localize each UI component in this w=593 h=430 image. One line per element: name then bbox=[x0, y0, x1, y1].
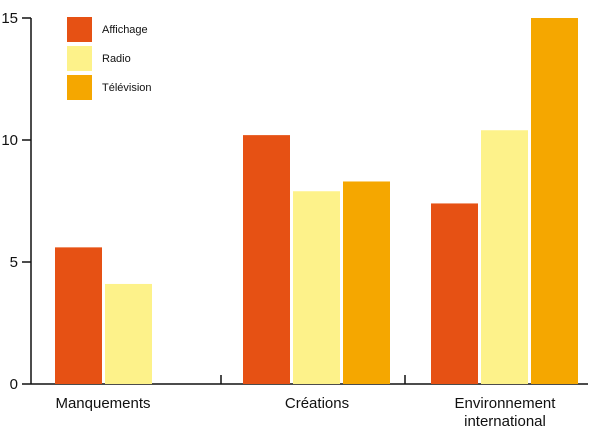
legend-label: Télévision bbox=[102, 82, 152, 94]
y-tick-label: 15 bbox=[1, 10, 18, 27]
bar-1-2 bbox=[343, 181, 390, 384]
bar-2-1 bbox=[481, 130, 528, 384]
y-tick-label: 10 bbox=[1, 132, 18, 149]
bar-1-1 bbox=[293, 191, 340, 384]
bar-0-0 bbox=[55, 247, 102, 384]
category-label: Manquements bbox=[55, 395, 150, 412]
legend: Affichage Radio Télévision bbox=[67, 17, 152, 100]
bar-1-0 bbox=[243, 135, 290, 384]
category-label: international bbox=[464, 413, 546, 430]
category-label: Créations bbox=[285, 395, 349, 412]
bar-0-1 bbox=[105, 283, 152, 384]
y-tick-label: 5 bbox=[10, 254, 18, 271]
legend-swatch bbox=[67, 46, 92, 71]
bars bbox=[55, 18, 578, 384]
legend-swatch bbox=[67, 75, 92, 100]
legend-swatch bbox=[67, 17, 92, 42]
bar-2-0 bbox=[431, 203, 478, 384]
labels: 0 5 10 15 Manquements Créations Environnementi… bbox=[1, 10, 556, 430]
y-tick-label: 0 bbox=[10, 376, 18, 393]
bar-2-2 bbox=[531, 18, 578, 384]
legend-label: Affichage bbox=[102, 24, 148, 36]
category-label: Environnement bbox=[455, 395, 557, 412]
legend-label: Radio bbox=[102, 53, 131, 65]
